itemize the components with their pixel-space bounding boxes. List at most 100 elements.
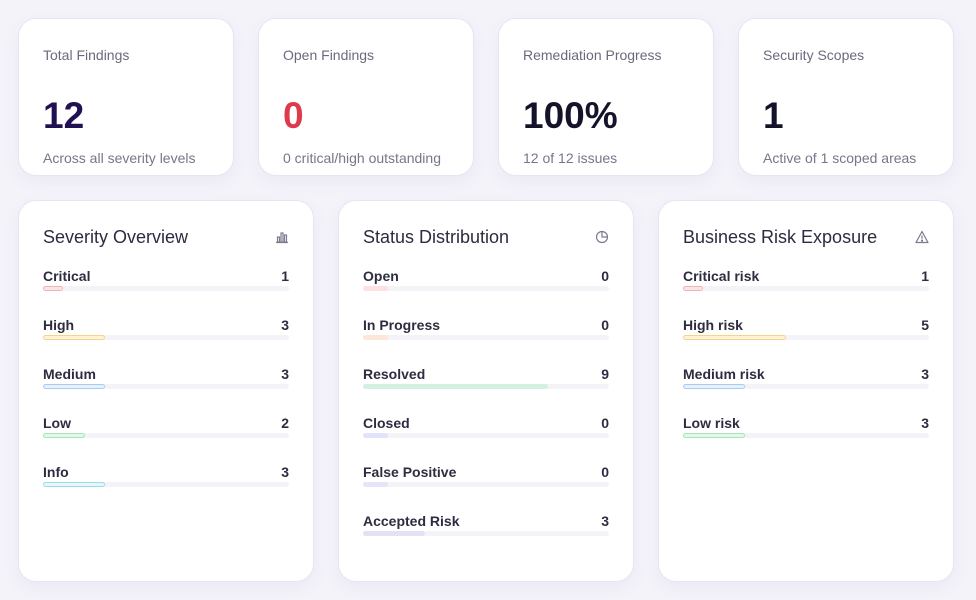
metric-label: In Progress (363, 317, 441, 333)
stat-card-open-findings: Open Findings 0 0 critical/high outstand… (258, 18, 474, 176)
metric-row: High risk 5 (683, 317, 929, 347)
metric-label: Resolved (363, 366, 426, 382)
metric-count: 3 (281, 366, 289, 382)
progress-fill (683, 384, 745, 389)
stat-label: Security Scopes (763, 47, 865, 63)
stat-value: 1 (763, 95, 784, 136)
metric-row: Accepted Risk 3 (363, 513, 609, 543)
progress-fill (683, 286, 703, 291)
stat-label: Total Findings (43, 47, 130, 63)
metric-row: Critical 1 (43, 268, 289, 298)
progress-fill (363, 384, 548, 389)
progress-track (683, 335, 929, 340)
metric-label: Accepted Risk (363, 513, 460, 529)
metric-count: 3 (921, 415, 929, 431)
metric-count: 9 (601, 366, 609, 382)
progress-fill (43, 335, 105, 340)
progress-track (43, 335, 289, 340)
panel-title: Severity Overview (43, 227, 189, 247)
stat-label: Remediation Progress (523, 47, 662, 63)
stat-value: 12 (43, 95, 85, 136)
metric-label: Info (43, 464, 69, 480)
metric-label: Critical (43, 268, 91, 284)
metric-row: Resolved 9 (363, 366, 609, 396)
progress-fill (363, 482, 388, 487)
stat-subtext: 12 of 12 issues (523, 150, 618, 166)
progress-fill (43, 286, 63, 291)
metric-count: 0 (601, 415, 609, 431)
metric-label: Medium risk (683, 366, 765, 382)
progress-track (43, 286, 289, 291)
metric-label: False Positive (363, 464, 457, 480)
progress-fill (363, 433, 388, 438)
bar-chart-icon (276, 232, 288, 244)
progress-fill (683, 433, 745, 438)
progress-fill (363, 531, 425, 536)
progress-track (363, 531, 609, 536)
metric-row: Low risk 3 (683, 415, 929, 445)
metric-count: 3 (921, 366, 929, 382)
progress-fill (363, 286, 388, 291)
progress-track (43, 433, 289, 438)
progress-fill (43, 433, 85, 438)
metric-count: 0 (601, 317, 609, 333)
progress-track (363, 482, 609, 487)
metric-label: Critical risk (683, 268, 760, 284)
metric-row: Info 3 (43, 464, 289, 494)
metric-row: Medium 3 (43, 366, 289, 396)
metric-row: Open 0 (363, 268, 609, 298)
progress-track (43, 482, 289, 487)
metric-row: Medium risk 3 (683, 366, 929, 396)
metric-label: Medium (43, 366, 96, 382)
panel-status-distribution: Status Distribution Open 0 In Progress 0 Res… (338, 200, 634, 582)
progress-track (363, 384, 609, 389)
panel-title: Business Risk Exposure (683, 227, 878, 247)
metric-row: In Progress 0 (363, 317, 609, 347)
stat-label: Open Findings (283, 47, 375, 63)
metric-count: 3 (281, 464, 289, 480)
progress-track (43, 384, 289, 389)
metric-row: Critical risk 1 (683, 268, 929, 298)
metric-label: High (43, 317, 75, 333)
metric-label: Closed (363, 415, 410, 431)
progress-fill (43, 482, 105, 487)
progress-track (683, 286, 929, 291)
panel-severity-overview: Severity Overview Critical 1 High 3 Medium 3 L… (18, 200, 314, 582)
stat-card-security-scopes: Security Scopes 1 Active of 1 scoped are… (738, 18, 954, 176)
stat-subtext: Active of 1 scoped areas (763, 150, 917, 166)
stat-subtext: Across all severity levels (43, 150, 196, 166)
metric-count: 5 (921, 317, 929, 333)
panel-title: Status Distribution (363, 227, 510, 247)
stat-subtext: 0 critical/high outstanding (283, 150, 441, 166)
metric-row: High 3 (43, 317, 289, 347)
progress-track (363, 433, 609, 438)
stat-value: 0 (283, 95, 304, 136)
stat-card-total-findings: Total Findings 12 Across all severity le… (18, 18, 234, 176)
progress-fill (43, 384, 105, 389)
pie-chart-icon (595, 230, 609, 244)
metric-label: Open (363, 268, 399, 284)
metric-row: Closed 0 (363, 415, 609, 445)
progress-track (683, 433, 929, 438)
metric-row: Low 2 (43, 415, 289, 445)
progress-fill (683, 335, 787, 340)
metric-count: 3 (281, 317, 289, 333)
metric-count: 1 (921, 268, 929, 284)
stat-value: 100% (523, 95, 618, 136)
metric-count: 2 (281, 415, 289, 431)
panel-business-risk-exposure: Business Risk Exposure Critical risk 1 Hig… (658, 200, 954, 582)
stat-card-remediation-progress: Remediation Progress 100% 12 of 12 issue… (498, 18, 714, 176)
metric-count: 0 (601, 268, 609, 284)
metric-label: High risk (683, 317, 743, 333)
metric-count: 3 (601, 513, 609, 529)
warning-icon (915, 230, 929, 244)
metric-count: 1 (281, 268, 289, 284)
progress-track (363, 286, 609, 291)
progress-fill (363, 335, 388, 340)
progress-track (683, 384, 929, 389)
progress-track (363, 335, 609, 340)
metric-row: False Positive 0 (363, 464, 609, 494)
metric-label: Low risk (683, 415, 740, 431)
metric-label: Low (43, 415, 71, 431)
